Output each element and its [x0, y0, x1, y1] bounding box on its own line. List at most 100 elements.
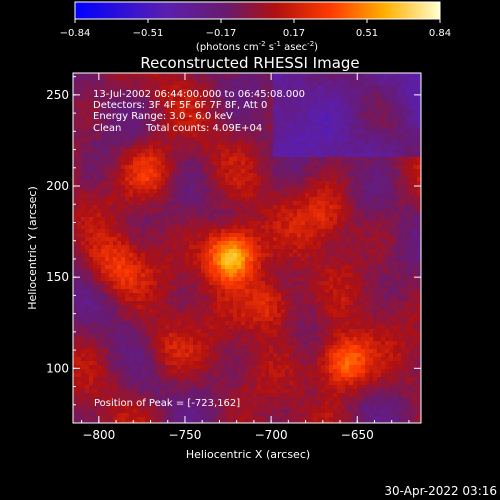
heatmap-pixel [249, 137, 253, 141]
heatmap-pixel [365, 265, 369, 269]
heatmap-pixel [113, 253, 117, 257]
heatmap-pixel [257, 181, 261, 185]
heatmap-pixel [157, 121, 161, 125]
heatmap-pixel [245, 281, 249, 285]
heatmap-pixel [313, 129, 317, 133]
heatmap-pixel [309, 253, 313, 257]
heatmap-pixel [293, 137, 297, 141]
heatmap-pixel [257, 105, 261, 109]
heatmap-pixel [269, 285, 273, 289]
heatmap-pixel [165, 101, 169, 105]
heatmap-pixel [241, 161, 245, 165]
heatmap-pixel [321, 105, 325, 109]
heatmap-pixel [397, 161, 401, 165]
heatmap-pixel [113, 109, 117, 113]
heatmap-pixel [113, 213, 117, 217]
heatmap-pixel [169, 133, 173, 137]
heatmap-pixel [189, 157, 193, 161]
heatmap-pixel [113, 157, 117, 161]
heatmap-pixel [253, 145, 257, 149]
heatmap-pixel [77, 241, 81, 245]
heatmap-pixel [321, 221, 325, 225]
heatmap-pixel [257, 293, 261, 297]
heatmap-pixel [189, 281, 193, 285]
heatmap-pixel [349, 121, 353, 125]
heatmap-pixel [73, 149, 77, 153]
heatmap-pixel [97, 229, 101, 233]
heatmap-pixel [325, 273, 329, 277]
heatmap-pixel [241, 113, 245, 117]
heatmap-pixel [381, 101, 385, 105]
heatmap-pixel [333, 221, 337, 225]
heatmap-pixel [129, 225, 133, 229]
heatmap-pixel [217, 265, 221, 269]
heatmap-pixel [381, 273, 385, 277]
heatmap-pixel [149, 209, 153, 213]
heatmap-pixel [321, 145, 325, 149]
heatmap-pixel [337, 265, 341, 269]
heatmap-pixel [265, 185, 269, 189]
heatmap-pixel [345, 73, 349, 77]
heatmap-pixel [397, 109, 401, 113]
heatmap-pixel [185, 293, 189, 297]
heatmap-pixel [357, 189, 361, 193]
heatmap-pixel [329, 121, 333, 125]
heatmap-pixel [229, 241, 233, 245]
heatmap-pixel [221, 293, 225, 297]
heatmap-pixel [225, 149, 229, 153]
heatmap-pixel [169, 265, 173, 269]
heatmap-pixel [329, 101, 333, 105]
heatmap-pixel [121, 97, 125, 101]
heatmap-pixel [77, 189, 81, 193]
heatmap-pixel [217, 237, 221, 241]
heatmap-pixel [393, 109, 397, 113]
heatmap-pixel [253, 257, 257, 261]
heatmap-pixel [197, 137, 201, 141]
heatmap-pixel [169, 281, 173, 285]
heatmap-pixel [233, 129, 237, 133]
heatmap-pixel [369, 233, 373, 237]
heatmap-pixel [141, 105, 145, 109]
heatmap-pixel [389, 105, 393, 109]
heatmap-pixel [197, 269, 201, 273]
heatmap-pixel [273, 245, 277, 249]
heatmap-pixel [369, 289, 373, 293]
heatmap-pixel [149, 237, 153, 241]
heatmap-pixel [353, 229, 357, 233]
heatmap-pixel [301, 181, 305, 185]
heatmap-pixel [241, 125, 245, 129]
heatmap-pixel [233, 121, 237, 125]
heatmap-pixel [281, 169, 285, 173]
heatmap-pixel [293, 157, 297, 161]
heatmap-pixel [285, 285, 289, 289]
heatmap-pixel [249, 249, 253, 253]
heatmap-pixel [89, 285, 93, 289]
heatmap-pixel [133, 77, 137, 81]
heatmap-pixel [393, 125, 397, 129]
heatmap-pixel [249, 269, 253, 273]
heatmap-pixel [253, 221, 257, 225]
heatmap-pixel [173, 113, 177, 117]
heatmap-pixel [73, 245, 77, 249]
heatmap-pixel [301, 265, 305, 269]
heatmap-pixel [333, 205, 337, 209]
heatmap-pixel [257, 157, 261, 161]
heatmap-pixel [333, 125, 337, 129]
heatmap-pixel [145, 277, 149, 281]
heatmap-pixel [417, 285, 421, 289]
heatmap-pixel [325, 77, 329, 81]
heatmap-pixel [169, 209, 173, 213]
heatmap-pixel [93, 145, 97, 149]
heatmap-pixel [213, 277, 217, 281]
heatmap-pixel [269, 97, 273, 101]
heatmap-pixel [201, 293, 205, 297]
heatmap-pixel [297, 289, 301, 293]
heatmap-pixel [393, 253, 397, 257]
heatmap-pixel [257, 113, 261, 117]
heatmap-pixel [181, 245, 185, 249]
heatmap-pixel [273, 249, 277, 253]
heatmap-pixel [269, 257, 273, 261]
heatmap-pixel [289, 97, 293, 101]
heatmap-pixel [117, 213, 121, 217]
heatmap-pixel [209, 185, 213, 189]
